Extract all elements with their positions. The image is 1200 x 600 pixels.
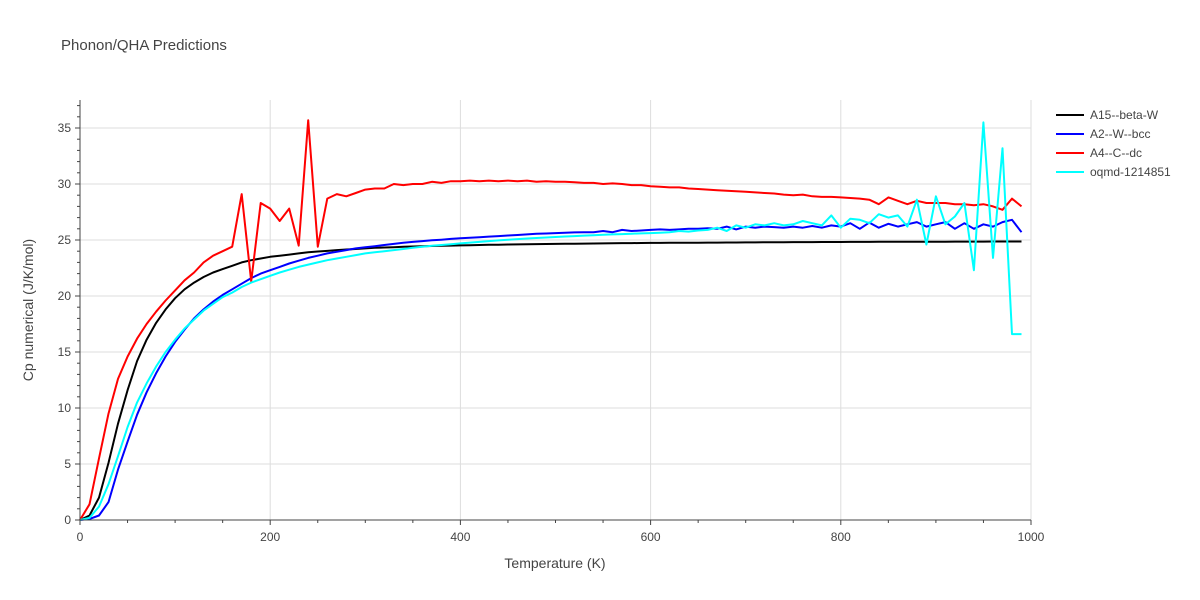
legend-label: A2--W--bcc [1090, 127, 1150, 141]
x-tick-label: 400 [450, 530, 470, 544]
x-tick-label: 600 [641, 530, 661, 544]
series-line-2[interactable] [79, 218, 1023, 521]
grid [80, 100, 1032, 520]
y-tick-label: 15 [58, 345, 72, 359]
legend-item-1[interactable]: A15--beta-W [1056, 108, 1159, 122]
x-axis-title: Temperature (K) [504, 555, 605, 571]
y-tick-label: 30 [58, 177, 72, 191]
y-axis-title: Cp numerical (J/K/mol) [20, 239, 36, 381]
series-line-1[interactable] [79, 240, 1022, 521]
y-tick-label: 0 [64, 513, 71, 527]
chart-title: Phonon/QHA Predictions [61, 37, 227, 54]
y-tick-label: 25 [58, 233, 72, 247]
legend[interactable]: A15--beta-W A2--W--bcc A4--C--dc oqmd-12148… [1056, 108, 1171, 179]
y-tick-label: 20 [58, 289, 72, 303]
legend-item-4[interactable]: oqmd-1214851 [1056, 165, 1171, 179]
y-tick-label: 10 [58, 401, 72, 415]
series-line-4[interactable] [79, 121, 1022, 521]
legend-label: A4--C--dc [1090, 146, 1142, 160]
axes: 0 200 400 600 800 1000 0 5 10 15 20 25 30 35 [58, 100, 1045, 544]
legend-item-2[interactable]: A2--W--bcc [1056, 127, 1150, 141]
legend-item-3[interactable]: A4--C--dc [1056, 146, 1142, 160]
x-tick-label: 1000 [1018, 530, 1045, 544]
y-tick-label: 35 [58, 121, 72, 135]
legend-label: oqmd-1214851 [1090, 165, 1171, 179]
x-tick-label: 200 [260, 530, 280, 544]
series-line-3[interactable] [79, 119, 1023, 521]
x-tick-label: 0 [77, 530, 84, 544]
y-tick-label: 5 [64, 457, 71, 471]
plot-traces [79, 119, 1023, 521]
x-tick-label: 800 [831, 530, 851, 544]
legend-label: A15--beta-W [1090, 108, 1159, 122]
